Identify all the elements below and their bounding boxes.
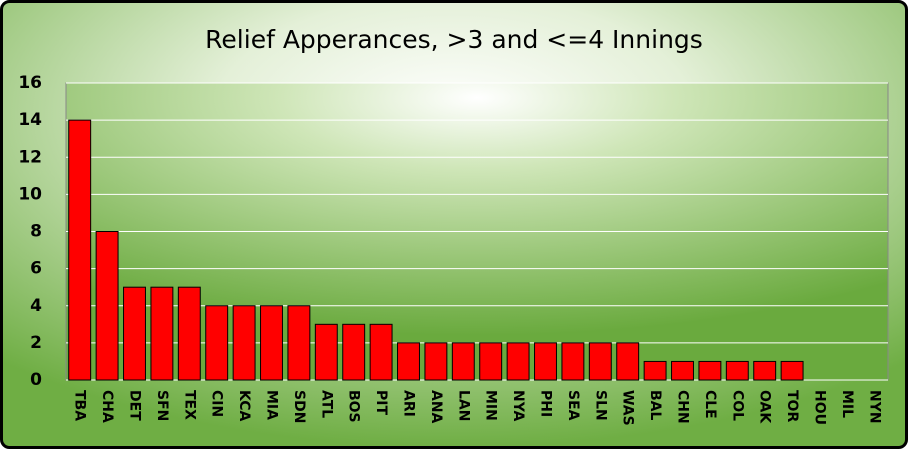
bar (150, 286, 174, 381)
x-tick-label: BAL (647, 390, 663, 421)
x-tick-label: WAS (620, 390, 636, 426)
y-tick-label: 0 (30, 370, 42, 390)
x-tick-label: CLE (702, 390, 718, 419)
bar (643, 360, 667, 381)
y-tick-label: 4 (30, 296, 42, 316)
bar (561, 342, 585, 381)
y-tick-label: 16 (18, 73, 42, 93)
bar (177, 286, 201, 381)
bar (780, 360, 804, 381)
bar (314, 323, 338, 381)
bar (123, 286, 146, 381)
x-tick-label: NYA (510, 390, 526, 422)
bar (725, 360, 749, 381)
bar (671, 360, 694, 381)
bar (616, 342, 640, 381)
y-tick-label: 14 (18, 110, 42, 130)
x-tick-label: LAN (455, 390, 471, 421)
x-tick-label: ATL (318, 390, 334, 418)
x-tick-label: TEX (181, 390, 197, 420)
x-tick-label: CHA (99, 390, 115, 423)
bar (698, 360, 722, 381)
x-tick-label: MIN (483, 390, 499, 421)
bar (232, 305, 256, 381)
y-tick-label: 8 (30, 222, 42, 242)
y-tick-label: 2 (30, 333, 42, 353)
x-tick-label: NYN (866, 390, 882, 424)
x-tick-label: OAK (757, 390, 773, 424)
bar (95, 231, 119, 381)
bar (369, 323, 393, 381)
bar (451, 342, 475, 381)
x-tick-label: PIT (373, 390, 389, 415)
x-tick-label: HOU (812, 390, 828, 425)
x-tick-label: SLN (592, 390, 608, 421)
x-tick-label: MIL (839, 390, 855, 418)
y-tick-label: 10 (18, 184, 42, 204)
bar (342, 323, 366, 381)
x-tick-label: BOS (346, 390, 362, 423)
y-tick-label: 12 (18, 147, 42, 167)
bar (287, 305, 311, 381)
chart-title: Relief Apperances, >3 and <=4 Innings (205, 25, 703, 54)
x-tick-label: CIN (209, 390, 225, 417)
x-tick-label: PHI (538, 390, 554, 417)
bar (753, 360, 777, 381)
bar (479, 342, 503, 381)
bar (534, 342, 557, 381)
x-tick-label: SFN (154, 390, 170, 421)
bar (424, 342, 448, 381)
bar (260, 305, 283, 381)
x-tick-label: CHN (675, 390, 691, 424)
bar (68, 119, 92, 381)
x-tick-label: DET (127, 390, 143, 421)
plot-layer: 0 2 4 6 8 10 12 14 16 TBA CHA DET SFN TEX CIN KCA MIA SDN… (18, 73, 888, 426)
x-tick-label: SEA (565, 390, 581, 421)
x-tick-label: TBA (72, 390, 88, 421)
x-tick-label: KCA (236, 390, 252, 421)
x-tick-label: MIA (264, 390, 280, 420)
x-tick-label: COL (729, 390, 745, 421)
x-tick-label: ARI (401, 390, 417, 417)
x-tick-label: ANA (428, 390, 444, 424)
x-tick-label: TOR (784, 390, 800, 422)
bar (397, 342, 420, 381)
bar (588, 342, 612, 381)
bar (506, 342, 530, 381)
y-tick-label: 6 (30, 259, 42, 279)
x-tick-label: SDN (291, 390, 307, 423)
bar (205, 305, 229, 381)
